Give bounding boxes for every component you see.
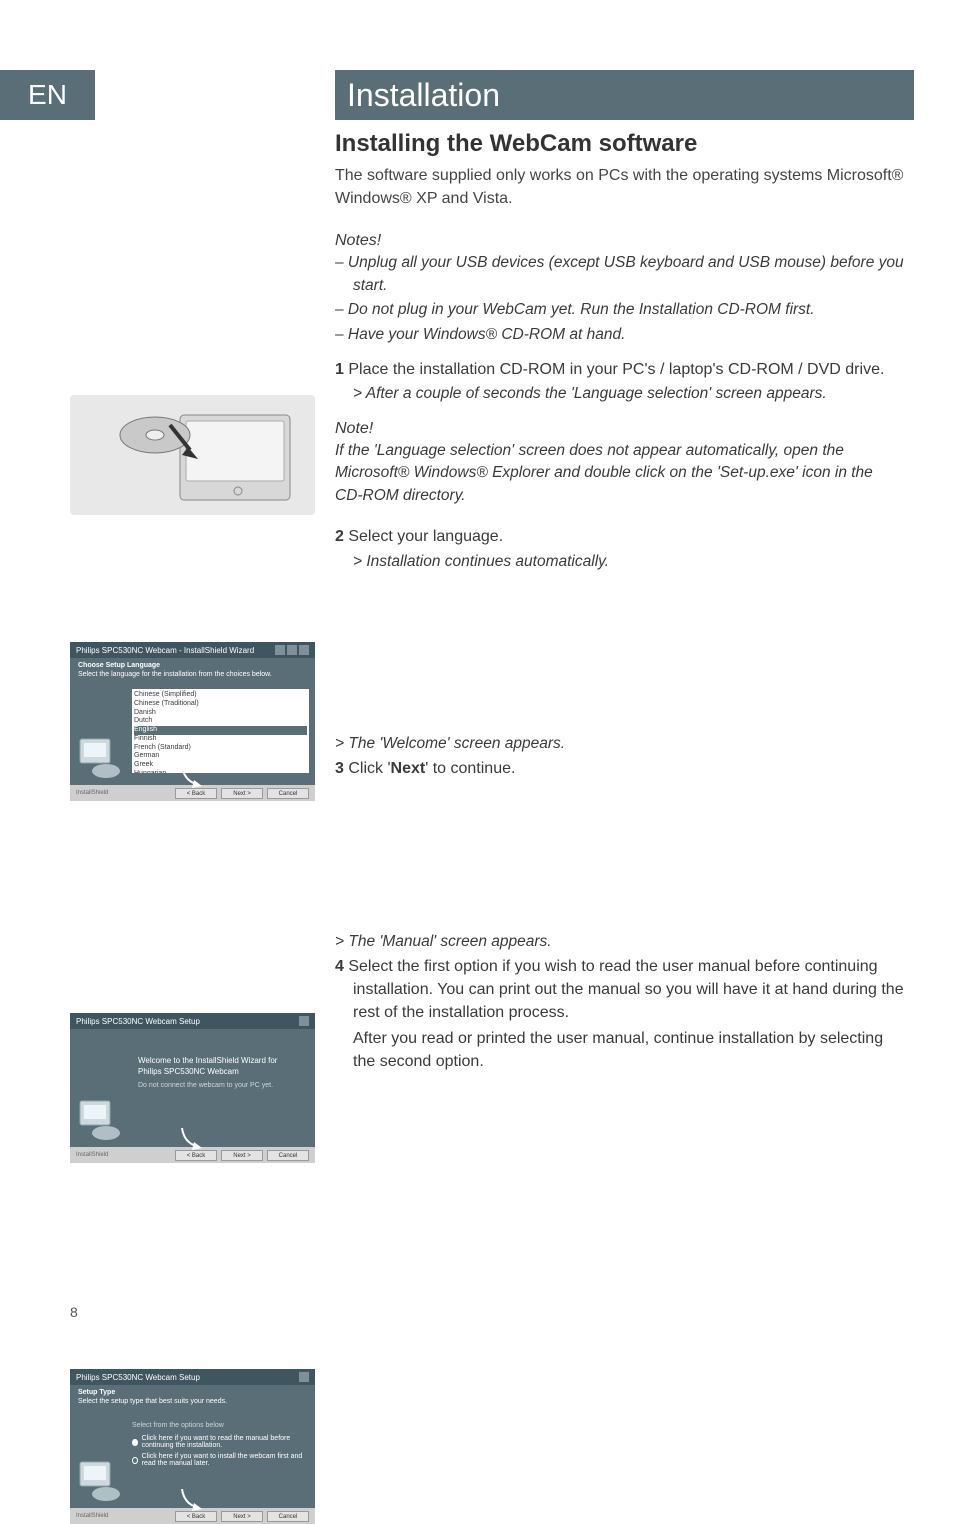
- window-buttons: [275, 645, 309, 655]
- language-option: Chinese (Traditional): [134, 700, 307, 709]
- step-1-result: > After a couple of seconds the 'Languag…: [335, 383, 904, 405]
- step-4: 4 Select the first option if you wish to…: [335, 955, 904, 1025]
- step-2: 2 Select your language.: [335, 525, 904, 548]
- wizard-graphic: [74, 1029, 126, 1143]
- radio-icon: [132, 1439, 138, 1446]
- cancel-button: Cancel: [267, 788, 309, 799]
- window-buttons: [299, 1372, 309, 1382]
- chapter-title: Installation: [335, 70, 914, 120]
- radio-option-2: Click here if you want to install the we…: [132, 1451, 309, 1469]
- step-text-pre: Click ': [348, 760, 390, 777]
- wizard-title: Philips SPC530NC Webcam Setup: [76, 1017, 200, 1026]
- language-option: Greek: [134, 761, 307, 770]
- language-tab: EN: [0, 70, 95, 120]
- arrow-hint-icon: [178, 762, 206, 795]
- wizard-titlebar: Philips SPC530NC Webcam Setup: [70, 1369, 315, 1385]
- wizard-graphic: [74, 1412, 126, 1504]
- wizard-title: Philips SPC530NC Webcam - InstallShield …: [76, 646, 254, 655]
- note-item: – Have your Windows® CD-ROM at hand.: [335, 324, 904, 346]
- language-option: Dutch: [134, 717, 307, 726]
- wizard-language-screenshot: Philips SPC530NC Webcam - InstallShield …: [70, 642, 315, 801]
- window-buttons: [299, 1016, 309, 1026]
- wizard-heading: Setup Type Select the setup type that be…: [70, 1385, 315, 1412]
- step-number: 4: [335, 958, 344, 975]
- wizard-graphic: [74, 685, 126, 781]
- step-2-result: > Installation continues automatically.: [335, 551, 904, 573]
- wizard-titlebar: Philips SPC530NC Webcam - InstallShield …: [70, 642, 315, 658]
- intro-text: The software supplied only works on PCs …: [335, 164, 904, 210]
- wizard-heading: Choose Setup Language Select the languag…: [70, 658, 315, 685]
- radio-icon: [132, 1457, 138, 1464]
- welcome-sub: Do not connect the webcam to your PC yet…: [132, 1082, 309, 1089]
- installshield-label: InstallShield: [76, 788, 118, 799]
- language-list: Chinese (Simplified)Chinese (Traditional…: [132, 689, 309, 773]
- radio-label: Click here if you want to read the manua…: [142, 1435, 309, 1449]
- language-option: English: [134, 726, 307, 735]
- step-text-bold: Next: [391, 760, 426, 777]
- step-number: 1: [335, 361, 344, 378]
- options-heading: Select from the options below: [132, 1416, 309, 1433]
- arrow-hint-icon: [178, 1485, 206, 1518]
- wizard-manual-screenshot: Philips SPC530NC Webcam Setup Setup Type…: [70, 1369, 315, 1524]
- language-option: French (Standard): [134, 744, 307, 753]
- radio-label: Click here if you want to install the we…: [142, 1453, 309, 1467]
- step-1: 1 Place the installation CD-ROM in your …: [335, 358, 904, 381]
- step-number: 3: [335, 760, 344, 777]
- section-heading: Installing the WebCam software: [335, 130, 904, 158]
- step-number: 2: [335, 528, 344, 545]
- arrow-hint-icon: [178, 1124, 206, 1157]
- wizard-title: Philips SPC530NC Webcam Setup: [76, 1373, 200, 1382]
- step-3-block: > The 'Welcome' screen appears. 3 Click …: [335, 733, 904, 781]
- step-text: Place the installation CD-ROM in your PC…: [348, 361, 884, 378]
- step-text: Select your language.: [348, 528, 503, 545]
- note-heading: Note!: [335, 420, 904, 438]
- next-button: Next >: [221, 1511, 263, 1522]
- language-option: German: [134, 752, 307, 761]
- step-text: Select the first option if you wish to r…: [348, 958, 903, 1021]
- step-text-post: ' to continue.: [425, 760, 515, 777]
- next-button: Next >: [221, 788, 263, 799]
- notes-heading: Notes!: [335, 232, 904, 250]
- step-3: 3 Click 'Next' to continue.: [335, 757, 904, 780]
- wizard-subtext: Select the language for the installation…: [78, 671, 272, 678]
- step-4-pre: > The 'Manual' screen appears.: [335, 931, 904, 953]
- step-4-text2: After you read or printed the user manua…: [335, 1027, 904, 1073]
- page-number: 8: [70, 1304, 78, 1320]
- next-button: Next >: [221, 1150, 263, 1161]
- wizard-welcome-screenshot: Philips SPC530NC Webcam Setup Welcome to…: [70, 1013, 315, 1163]
- cancel-button: Cancel: [267, 1150, 309, 1161]
- language-option: Hungarian: [134, 770, 307, 773]
- step-3-pre: > The 'Welcome' screen appears.: [335, 733, 904, 755]
- language-option: Chinese (Simplified): [134, 691, 307, 700]
- installshield-label: InstallShield: [76, 1150, 118, 1161]
- wizard-heading-text: Setup Type: [78, 1389, 115, 1396]
- wizard-subtext: Select the setup type that best suits yo…: [78, 1398, 227, 1405]
- wizard-titlebar: Philips SPC530NC Webcam Setup: [70, 1013, 315, 1029]
- wizard-heading-text: Choose Setup Language: [78, 662, 160, 669]
- note-item: – Do not plug in your WebCam yet. Run th…: [335, 299, 904, 321]
- installshield-label: InstallShield: [76, 1511, 118, 1522]
- cancel-button: Cancel: [267, 1511, 309, 1522]
- cd-illustration: [70, 395, 315, 515]
- note-body: If the 'Language selection' screen does …: [335, 440, 904, 507]
- welcome-text: Welcome to the InstallShield Wizard for …: [132, 1033, 309, 1081]
- language-option: Finnish: [134, 735, 307, 744]
- step-4-block: > The 'Manual' screen appears. 4 Select …: [335, 931, 904, 1073]
- note-block: Note! If the 'Language selection' screen…: [335, 420, 904, 507]
- note-item: – Unplug all your USB devices (except US…: [335, 252, 904, 297]
- content-column: Installing the WebCam software The softw…: [335, 130, 904, 1073]
- language-option: Danish: [134, 709, 307, 718]
- radio-option-1: Click here if you want to read the manua…: [132, 1433, 309, 1451]
